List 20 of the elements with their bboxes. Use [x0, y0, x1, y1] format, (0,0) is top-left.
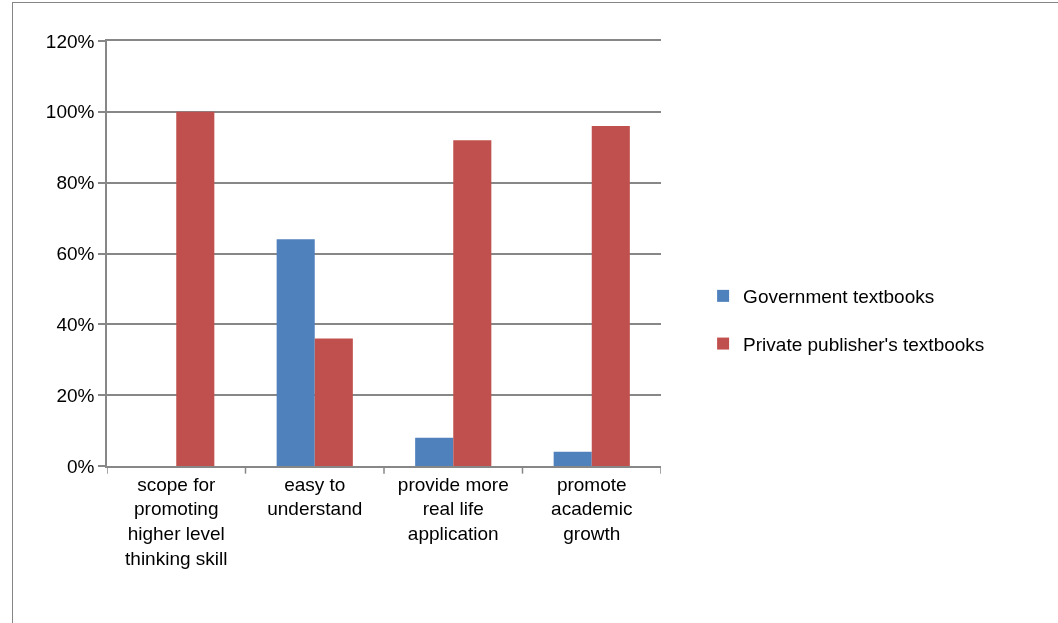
bar	[415, 437, 454, 466]
y-tick-label: 40%	[56, 313, 95, 335]
bar	[276, 239, 315, 466]
x-tick-label: provide more real life application	[397, 473, 509, 544]
legend-label: Government textbooks	[743, 286, 935, 308]
legend-label: Private publisher's textbooks	[743, 333, 985, 355]
x-tick-label: promote academic growth	[551, 473, 633, 544]
y-tick-label: 100%	[45, 101, 95, 123]
y-tick-label: 60%	[56, 243, 95, 265]
bar	[553, 451, 592, 466]
bar	[176, 111, 215, 466]
bar	[453, 140, 492, 466]
bar	[314, 338, 353, 466]
y-tick-label: 0%	[66, 455, 95, 477]
bar	[591, 126, 630, 466]
x-tick-label: easy to understand	[267, 473, 363, 520]
y-tick-label: 120%	[45, 30, 95, 52]
x-tick-label: scope for promoting higher level thinking skill	[125, 473, 228, 569]
y-tick-label: 20%	[56, 384, 95, 406]
y-tick-label: 80%	[56, 172, 95, 194]
